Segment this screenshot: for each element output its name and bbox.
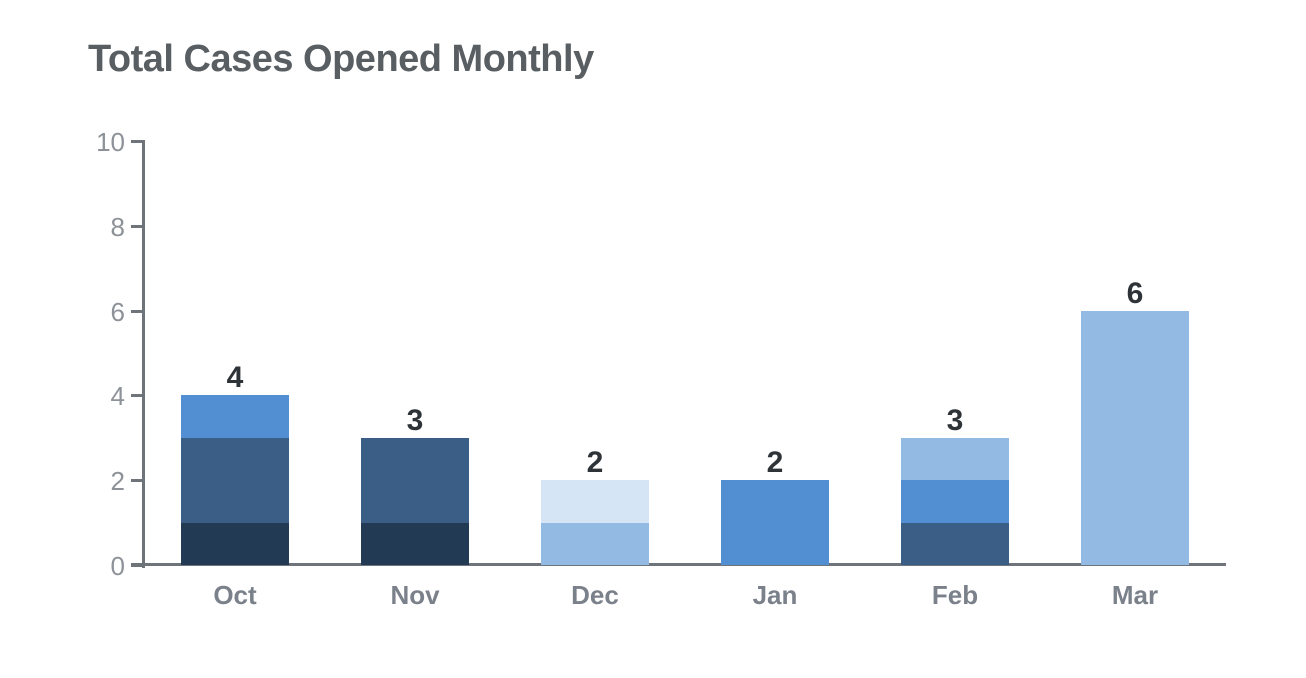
bar-segment-jan[interactable] — [721, 480, 829, 565]
y-tick-label: 10 — [96, 127, 125, 157]
y-tick-mark — [131, 309, 142, 313]
x-tick-label-feb: Feb — [931, 580, 979, 610]
bar-value-label: 2 — [766, 446, 784, 480]
y-tick-mark — [131, 224, 142, 228]
y-tick-label: 2 — [110, 466, 125, 497]
x-tick-label-oct: Oct — [213, 580, 257, 610]
y-tick-mark — [131, 564, 142, 567]
x-tick-label-mar: Mar — [1111, 580, 1159, 610]
bar-segment-feb[interactable] — [901, 437, 1009, 481]
y-tick-label: 6 — [110, 296, 125, 327]
x-tick-label-dec: Dec — [571, 580, 619, 610]
x-tick-label-nov: Nov — [390, 580, 440, 610]
bar-value-label: 2 — [586, 446, 604, 480]
chart-title: Total Cases Opened Monthly — [88, 38, 594, 80]
bar-value-label: 3 — [946, 403, 964, 437]
bar-segment-mar[interactable] — [1081, 310, 1189, 565]
x-axis-line — [131, 563, 1226, 566]
bar-value-label: 3 — [406, 403, 424, 437]
bar-value-label: 6 — [1126, 276, 1144, 310]
y-tick-mark — [131, 479, 142, 483]
y-tick-label: 8 — [110, 211, 125, 242]
bar-segment-dec[interactable] — [541, 522, 649, 565]
y-tick-mark — [131, 140, 142, 143]
bar-segment-oct[interactable] — [181, 522, 289, 565]
bar-segment-nov[interactable] — [361, 437, 469, 523]
y-tick-label: 0 — [110, 551, 125, 581]
y-axis-line — [142, 140, 145, 568]
y-tick-label: 4 — [110, 381, 125, 412]
bar-segment-oct[interactable] — [181, 395, 289, 438]
bar-segment-dec[interactable] — [541, 480, 649, 523]
y-tick-mark — [131, 394, 142, 398]
bar-segment-oct[interactable] — [181, 437, 289, 523]
bar-value-label: 4 — [226, 361, 244, 395]
bar-segment-feb[interactable] — [901, 522, 1009, 565]
bar-segment-nov[interactable] — [361, 522, 469, 565]
x-tick-label-jan: Jan — [752, 580, 798, 610]
bar-segment-feb[interactable] — [901, 480, 1009, 523]
